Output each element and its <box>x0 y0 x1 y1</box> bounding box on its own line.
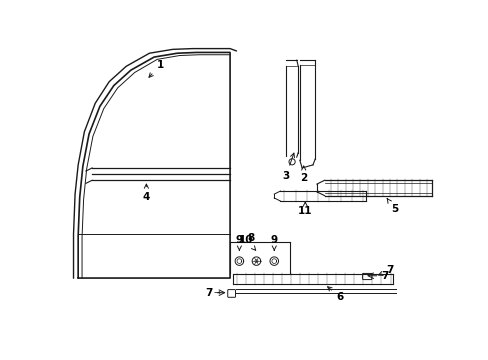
Text: 1: 1 <box>149 60 163 77</box>
Text: 6: 6 <box>327 287 343 302</box>
Text: 3: 3 <box>282 153 294 181</box>
Text: 8: 8 <box>247 233 254 243</box>
Text: 2: 2 <box>300 166 306 183</box>
Text: →: → <box>213 288 221 297</box>
Text: 7: 7 <box>381 271 388 281</box>
Text: 7: 7 <box>378 265 393 275</box>
Text: 4: 4 <box>142 184 150 202</box>
Text: 5: 5 <box>386 198 397 214</box>
Text: 9: 9 <box>270 235 277 250</box>
Text: 9: 9 <box>235 235 243 250</box>
Text: 10: 10 <box>238 235 255 250</box>
Text: 11: 11 <box>297 202 312 216</box>
Text: 7: 7 <box>205 288 213 298</box>
